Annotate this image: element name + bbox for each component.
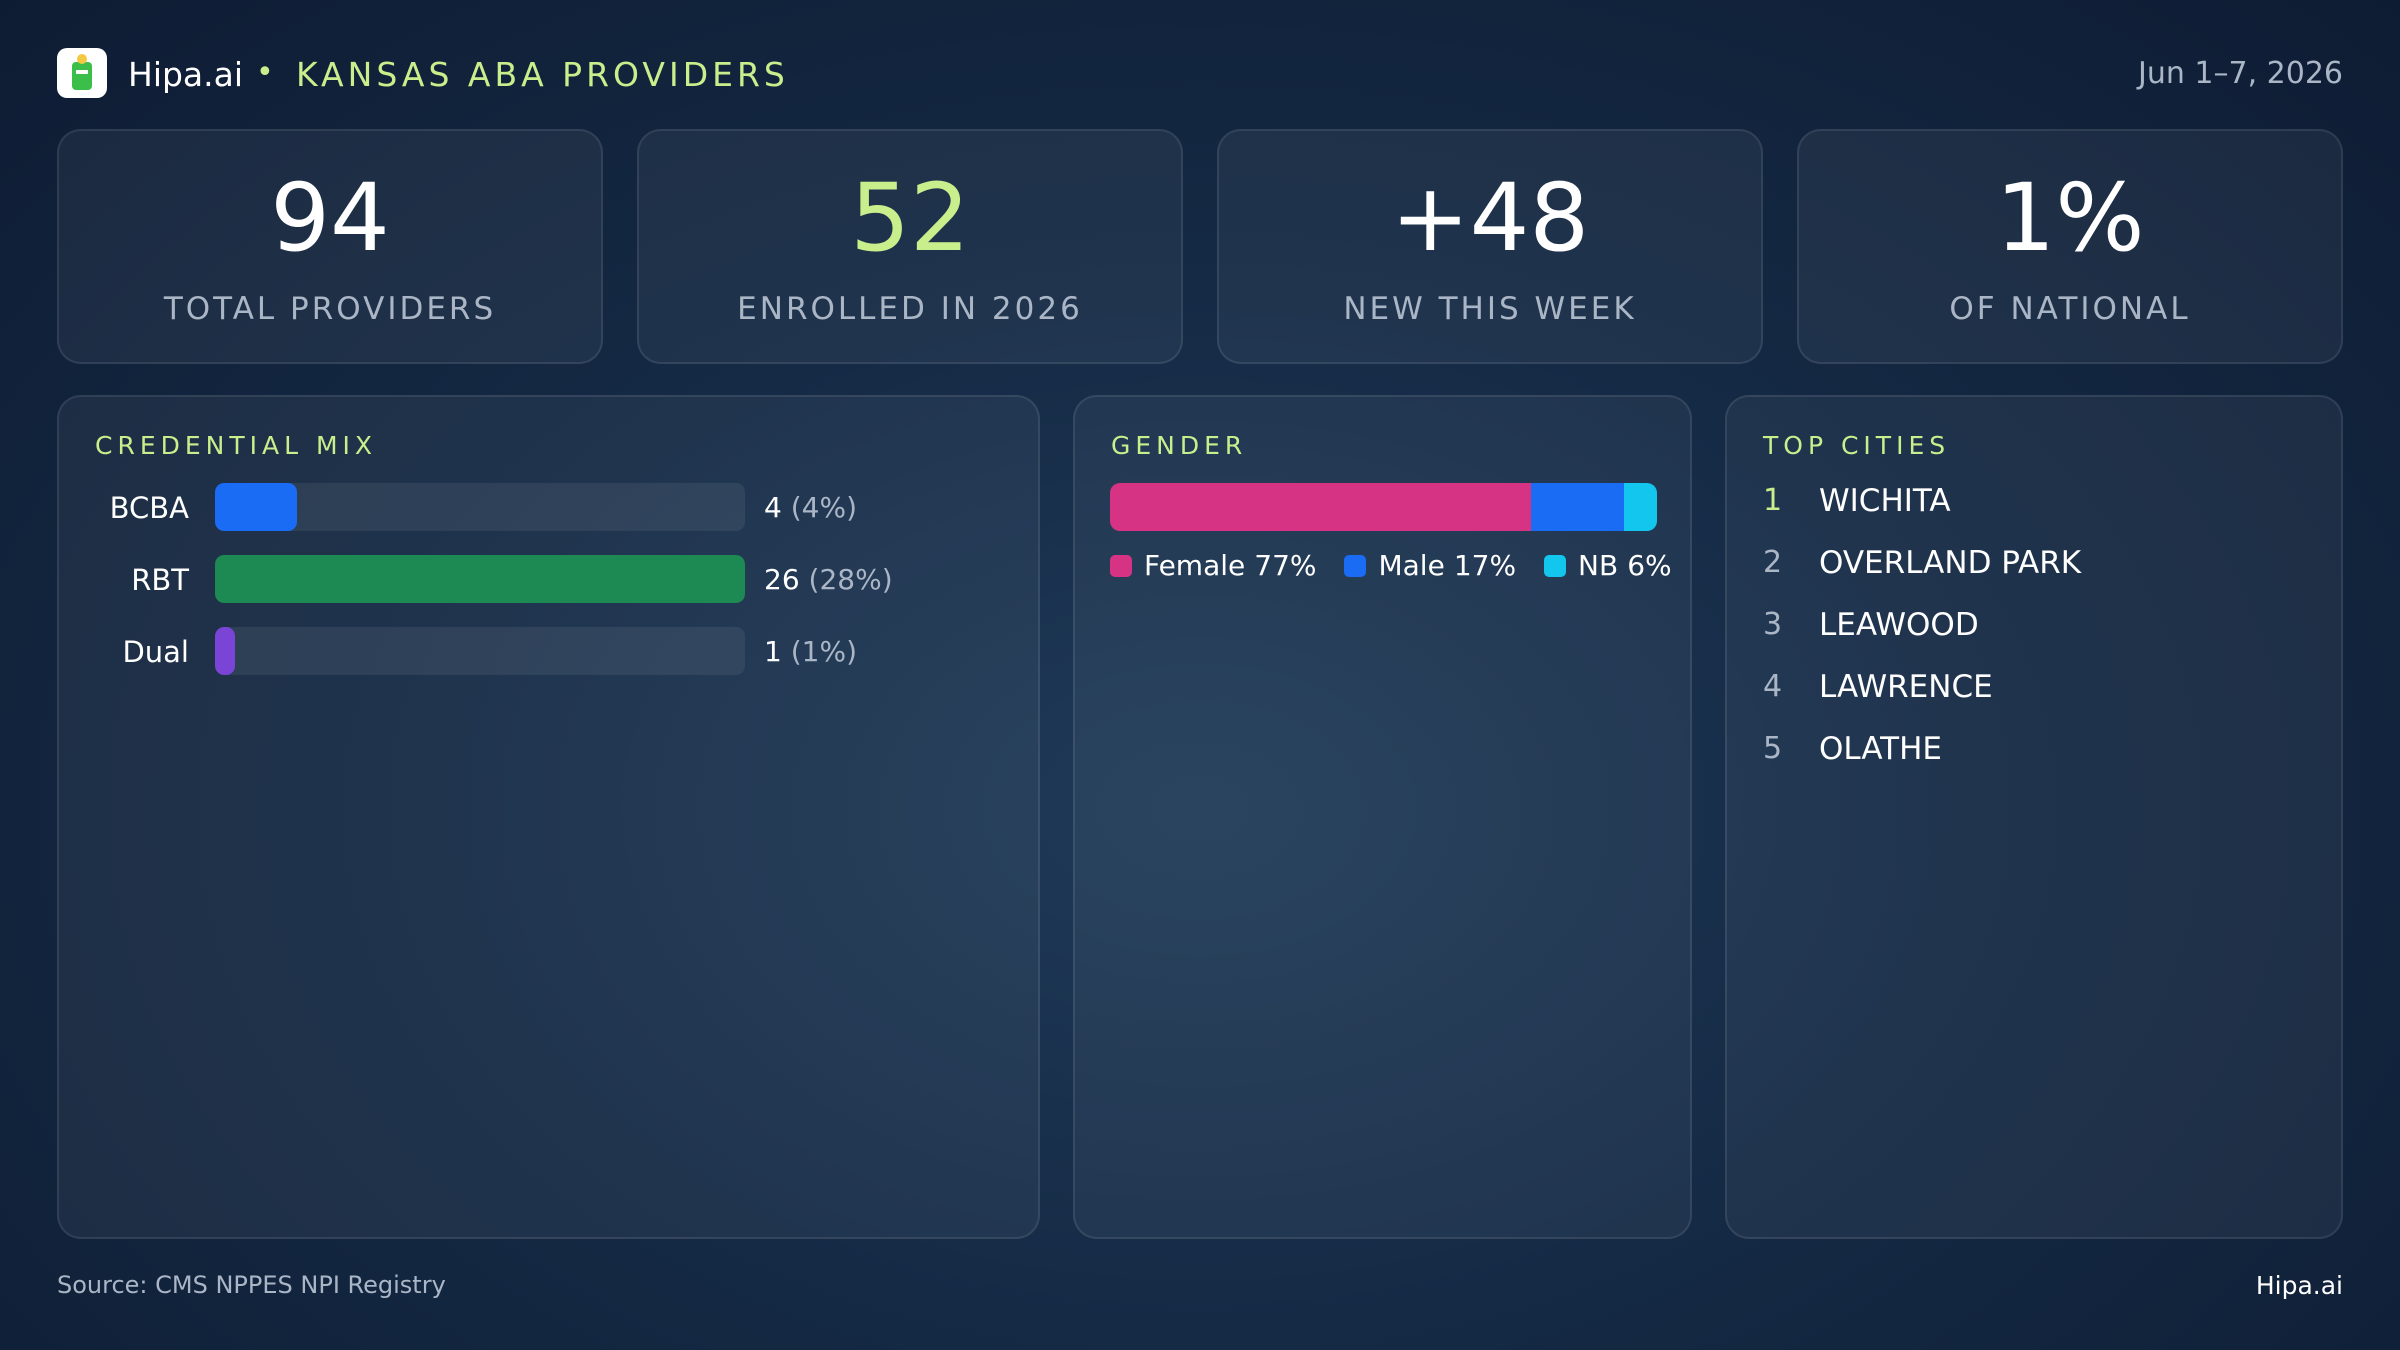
bar [215,483,297,531]
header-title: KANSAS ABA PROVIDERS [296,55,789,94]
bar-label: RBT [131,563,189,597]
legend-item: NB 6% [1544,549,1672,582]
bar-label: Dual [122,635,189,669]
rank: 2 [1763,545,1783,580]
logo-icon [72,54,92,90]
kpi-value: +48 [1390,164,1590,273]
kpi-card: 52 ENROLLED IN 2026 [637,129,1183,364]
legend-name: Female [1144,549,1246,582]
segment [1624,483,1657,531]
rank: 4 [1763,669,1783,704]
logo [57,48,107,98]
rank: 1 [1763,483,1783,518]
legend-text: Male 17% [1378,549,1516,582]
kpi-value: 1% [1995,164,2145,273]
legend-name: NB [1578,549,1619,582]
bar-label: BCBA [109,491,189,525]
kpi-card: 94 TOTAL PROVIDERS [57,129,603,364]
legend-value: 77% [1254,549,1317,582]
legend-text: NB 6% [1578,549,1672,582]
kpi-label: NEW THIS WEEK [1343,291,1637,327]
city: WICHITA [1819,483,1951,519]
city: OVERLAND PARK [1819,545,2082,581]
bullet: • [256,55,274,90]
bar [215,555,745,603]
city: OLATHE [1819,731,1943,767]
legend-swatch [1544,554,1567,577]
legend-item: Female 77% [1110,549,1316,582]
rank: 3 [1763,607,1783,642]
value-label: 26 (28%) [764,563,893,596]
bar-track [215,627,745,675]
legend-item: Male 17% [1344,549,1516,582]
gender-bar [1110,483,1657,531]
legend-value: 17% [1453,549,1517,582]
count: 26 [764,563,800,596]
percent: (28%) [808,563,893,596]
panel-title: CREDENTIAL MIX [95,431,378,460]
segment [1531,483,1625,531]
cities-panel: TOP CITIES 1 WICHITA 2 OVERLAND PARK 3 LEAWOO… [1725,395,2343,1239]
legend-text: Female 77% [1144,549,1316,582]
legend-name: Male [1378,549,1445,582]
legend-swatch [1344,554,1367,577]
date: Jun 1–7, 2026 [2137,56,2343,91]
percent: (1%) [790,635,858,668]
segment [1110,483,1532,531]
kpi-card: +48 NEW THIS WEEK [1217,129,1763,364]
bar-track [215,483,745,531]
bar [215,627,236,675]
city: LEAWOOD [1819,607,1979,643]
kpi-label: OF NATIONAL [1949,291,2191,327]
legend-value: 6% [1627,549,1672,582]
legend: Female 77% Male 17% NB 6% [1110,549,1672,582]
brand: Hipa.ai [128,55,244,94]
credential-panel: CREDENTIAL MIX BCBA 4 (4%) RBT 26 (28%) Dual… [57,395,1040,1239]
panel-title: TOP CITIES [1763,431,1951,460]
count: 4 [764,491,782,524]
footer-brand: Hipa.ai [2255,1271,2343,1300]
kpi-label: ENROLLED IN 2026 [737,291,1083,327]
kpi-value: 94 [270,164,390,273]
legend-swatch [1110,554,1132,577]
gender-panel: GENDER Female 77% Male 17% NB 6% [1073,395,1692,1239]
kpi-label: TOTAL PROVIDERS [163,291,497,327]
panel-title: GENDER [1111,431,1248,460]
source: Source: CMS NPPES NPI Registry [57,1271,446,1299]
value-label: 4 (4%) [764,491,857,524]
rank: 5 [1763,731,1783,766]
city: LAWRENCE [1819,669,1993,705]
percent: (4%) [790,491,858,524]
kpi-card: 1% OF NATIONAL [1797,129,2343,364]
count: 1 [764,635,782,668]
value-label: 1 (1%) [764,635,857,668]
bar-track [215,555,745,603]
kpi-value: 52 [850,164,970,273]
